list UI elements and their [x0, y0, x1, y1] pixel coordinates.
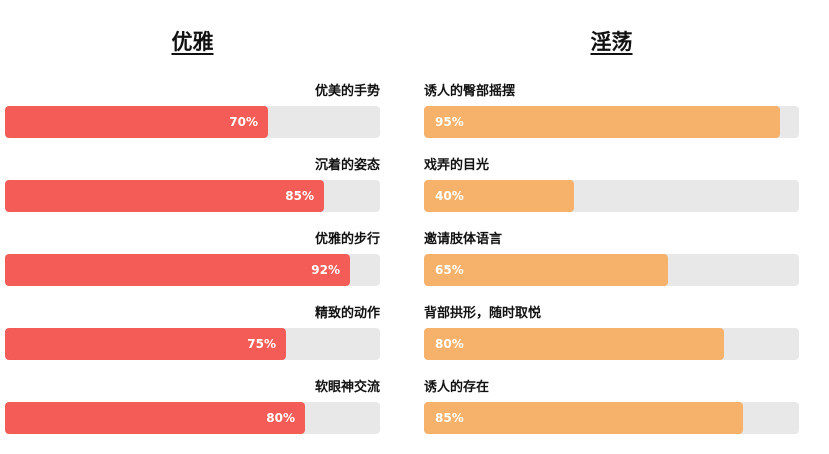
- lewdness-bar-fill: 40%: [424, 180, 574, 212]
- elegance-bar-label: 沉着的姿态: [314, 158, 380, 173]
- elegance-bar-fill: 85%: [5, 180, 324, 212]
- lewdness-bar-value-label: 65%: [435, 263, 464, 277]
- lewdness-bar-track: 65%: [424, 254, 799, 286]
- elegance-bar-row: 软眼神交流 80%: [5, 379, 380, 439]
- lewdness-bar-value-label: 95%: [435, 115, 464, 129]
- elegance-bar-fill: 92%: [5, 254, 350, 286]
- elegance-bar-value-label: 70%: [229, 115, 258, 129]
- elegance-bar-row: 优雅的步行 92%: [5, 231, 380, 291]
- elegance-bar-fill: 75%: [5, 328, 286, 360]
- lewdness-bar-fill: 95%: [424, 106, 780, 138]
- lewdness-bar-label: 背部拱形，随时取悦: [424, 306, 542, 321]
- elegance-bar-track: 75%: [5, 328, 380, 360]
- elegance-bar-value-label: 85%: [285, 189, 314, 203]
- elegance-bar-row: 沉着的姿态 85%: [5, 157, 380, 217]
- elegance-bar-value-label: 92%: [311, 263, 340, 277]
- lewdness-bar-value-label: 40%: [435, 189, 464, 203]
- elegance-bar-row: 精致的动作 75%: [5, 305, 380, 365]
- lewdness-bar-label: 戏弄的目光: [424, 158, 490, 173]
- lewdness-title: 淫荡: [590, 30, 633, 54]
- elegance-title: 优雅: [171, 30, 214, 54]
- lewdness-bar-fill: 65%: [424, 254, 668, 286]
- lewdness-panel: 淫荡 诱人的臀部摇摆 95% 戏弄的目光 40% 邀请肢体语言 65% 背部拱形，随时取悦 8…: [424, 0, 799, 454]
- lewdness-bar-row: 诱人的存在 85%: [424, 379, 799, 439]
- elegance-bar-track: 85%: [5, 180, 380, 212]
- lewdness-bar-row: 邀请肢体语言 65%: [424, 231, 799, 291]
- lewdness-bar-value-label: 85%: [435, 411, 464, 425]
- elegance-bar-value-label: 80%: [266, 411, 295, 425]
- lewdness-bar-label: 诱人的臀部摇摆: [424, 84, 516, 99]
- lewdness-bar-fill: 85%: [424, 402, 743, 434]
- lewdness-bar-track: 40%: [424, 180, 799, 212]
- lewdness-bar-fill: 80%: [424, 328, 724, 360]
- elegance-bar-label: 优美的手势: [314, 84, 380, 99]
- lewdness-bar-row: 戏弄的目光 40%: [424, 157, 799, 217]
- elegance-bar-row: 优美的手势 70%: [5, 83, 380, 143]
- lewdness-bar-row: 背部拱形，随时取悦 80%: [424, 305, 799, 365]
- lewdness-bar-label: 诱人的存在: [424, 380, 490, 395]
- elegance-panel: 优雅 优美的手势 70% 沉着的姿态 85% 优雅的步行 92% 精致的动作 75% 软眼神交流…: [5, 0, 380, 454]
- elegance-bar-track: 92%: [5, 254, 380, 286]
- elegance-bar-fill: 70%: [5, 106, 268, 138]
- lewdness-bar-track: 95%: [424, 106, 799, 138]
- elegance-bar-track: 80%: [5, 402, 380, 434]
- elegance-bar-label: 精致的动作: [314, 306, 380, 321]
- lewdness-bar-label: 邀请肢体语言: [424, 232, 503, 247]
- lewdness-bar-track: 85%: [424, 402, 799, 434]
- lewdness-bar-track: 80%: [424, 328, 799, 360]
- lewdness-bar-value-label: 80%: [435, 337, 464, 351]
- lewdness-bar-row: 诱人的臀部摇摆 95%: [424, 83, 799, 143]
- elegance-bar-track: 70%: [5, 106, 380, 138]
- elegance-bar-label: 优雅的步行: [314, 232, 380, 247]
- elegance-bar-fill: 80%: [5, 402, 305, 434]
- elegance-bar-label: 软眼神交流: [314, 380, 380, 395]
- elegance-bar-value-label: 75%: [247, 337, 276, 351]
